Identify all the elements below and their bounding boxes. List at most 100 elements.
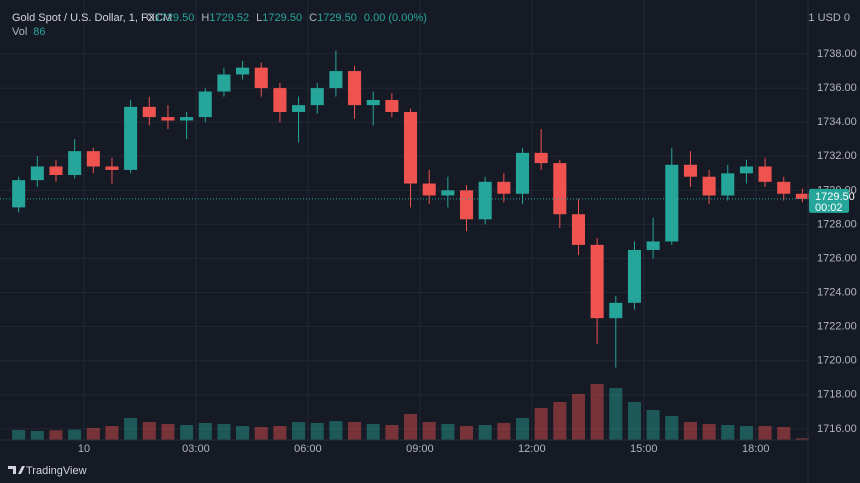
candle-body bbox=[702, 176, 716, 196]
volume-bar bbox=[68, 429, 82, 440]
x-tick-label: 12:00 bbox=[518, 443, 546, 455]
candle-body bbox=[553, 163, 567, 215]
volume-bar bbox=[739, 426, 753, 440]
volume-bar bbox=[459, 426, 474, 440]
brand[interactable]: TradingView bbox=[8, 465, 87, 477]
candle-body bbox=[683, 164, 697, 177]
volume-bar bbox=[329, 421, 343, 440]
candle-body bbox=[236, 67, 250, 75]
volume-bar bbox=[236, 426, 250, 440]
volume-bar bbox=[721, 425, 735, 440]
candle-body bbox=[441, 190, 455, 196]
y-tick-label: 1716.00 bbox=[817, 423, 857, 435]
candle-body bbox=[273, 88, 287, 112]
volume-bar bbox=[86, 428, 100, 440]
legend-high: 1729.52 bbox=[209, 12, 249, 24]
candle-body bbox=[292, 105, 306, 112]
volume-bar bbox=[534, 408, 548, 440]
last-price-tag bbox=[809, 188, 849, 213]
volume-bar bbox=[515, 418, 530, 440]
candle-body bbox=[609, 302, 623, 319]
y-tick-label: 1738.00 bbox=[817, 48, 857, 60]
volume-bar bbox=[124, 418, 138, 440]
ohlc-legend: O1729.50 H1729.52 L1729.50 C1729.50 0.00… bbox=[146, 12, 427, 24]
candle-body bbox=[739, 166, 753, 174]
candle-body bbox=[795, 193, 809, 199]
candle-body bbox=[124, 106, 138, 170]
legend: Gold Spot / U.S. Dollar, 1, FXCM O1729.5… bbox=[12, 12, 850, 38]
volume-bar bbox=[292, 422, 306, 440]
y-tick-label: 1732.00 bbox=[817, 150, 857, 162]
vol-value: 86 bbox=[33, 26, 45, 38]
brand-logo bbox=[8, 466, 25, 474]
volume-bar bbox=[273, 426, 287, 440]
legend-open: 1729.50 bbox=[155, 12, 195, 24]
candle-body bbox=[721, 173, 735, 196]
x-tick-label: 15:00 bbox=[630, 443, 658, 455]
legend-c: C bbox=[309, 12, 317, 24]
volume-bar bbox=[12, 430, 26, 440]
volume-bar bbox=[198, 423, 212, 440]
volume-bar bbox=[758, 426, 772, 440]
y-tick-label: 1734.00 bbox=[817, 116, 857, 128]
volume-bar bbox=[683, 422, 697, 440]
vol-label: Vol bbox=[12, 26, 27, 38]
candle-body bbox=[665, 164, 679, 242]
candle-body bbox=[329, 71, 343, 89]
volume-bar bbox=[217, 424, 231, 440]
candle-body bbox=[459, 190, 474, 220]
volume-bar bbox=[310, 423, 324, 440]
volume-bar bbox=[161, 424, 175, 440]
y-tick-label: 1718.00 bbox=[817, 389, 857, 401]
x-tick-label: 03:00 bbox=[182, 443, 210, 455]
candle-body bbox=[404, 111, 418, 184]
candle-body bbox=[571, 214, 586, 245]
legend-h: H bbox=[201, 12, 209, 24]
x-tick-label: 10 bbox=[78, 443, 90, 455]
volume-bar bbox=[571, 394, 586, 440]
volume-bar bbox=[702, 424, 716, 440]
legend-o: O bbox=[146, 12, 155, 24]
volume-bar bbox=[646, 410, 660, 440]
candle-body bbox=[142, 106, 156, 118]
axes: 1716.00 1718.00 1720.00 1722.00 1724.00 1726.… bbox=[78, 48, 857, 455]
candle-body bbox=[590, 244, 604, 319]
volume-bar bbox=[627, 402, 641, 440]
volume-bar bbox=[422, 422, 436, 440]
candle-body bbox=[366, 100, 380, 106]
brand-name: TradingView bbox=[26, 465, 87, 477]
candle-body bbox=[12, 180, 26, 208]
candle-body bbox=[105, 166, 119, 170]
candle-body bbox=[478, 181, 492, 220]
x-tick-label: 06:00 bbox=[294, 443, 322, 455]
candle-body bbox=[534, 152, 548, 164]
volume-bar bbox=[105, 426, 119, 440]
volume-layer bbox=[12, 384, 809, 440]
candle-body bbox=[180, 117, 194, 121]
candle-body bbox=[86, 151, 100, 167]
volume-bar bbox=[609, 388, 623, 440]
candle-layer bbox=[0, 50, 809, 368]
candle-body bbox=[161, 117, 175, 121]
countdown: 00:02 bbox=[815, 202, 843, 214]
volume-bar bbox=[180, 425, 194, 440]
last-price-label: 1729.50 bbox=[815, 191, 855, 203]
volume-bar bbox=[254, 427, 268, 440]
candle-body bbox=[310, 88, 324, 106]
grid bbox=[0, 0, 808, 440]
y-tick-label: 1724.00 bbox=[817, 287, 857, 299]
candle-body bbox=[30, 166, 44, 181]
volume-bar bbox=[777, 427, 791, 440]
volume-legend: Vol 86 bbox=[12, 26, 46, 38]
candle-body bbox=[515, 152, 530, 194]
volume-bar bbox=[30, 431, 44, 440]
symbol-title: Gold Spot / U.S. Dollar, 1, FXCM bbox=[12, 12, 172, 24]
candle-body bbox=[777, 181, 791, 194]
candle-body bbox=[49, 166, 63, 176]
candle-body bbox=[627, 249, 641, 303]
volume-bar bbox=[49, 430, 63, 440]
y-tick-label: 1720.00 bbox=[817, 355, 857, 367]
volume-bar bbox=[348, 422, 362, 440]
